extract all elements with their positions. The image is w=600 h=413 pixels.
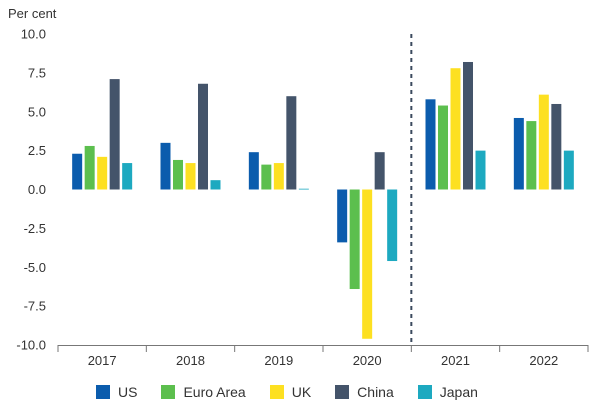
legend-swatch [417, 385, 432, 399]
legend-item-us: US [96, 384, 137, 400]
legend-label: US [118, 384, 138, 400]
bar-uk-2018 [185, 163, 196, 190]
bar-japan-2021 [475, 150, 486, 190]
legend-label: China [357, 384, 394, 400]
y-tick-label: 2.5 [28, 143, 46, 158]
y-tick-label: -5.0 [24, 260, 46, 275]
x-tick-label: 2017 [88, 353, 117, 368]
legend-swatch [161, 385, 176, 399]
bar-japan-2018 [210, 180, 221, 190]
unit-label: Per cent [8, 6, 57, 21]
x-tick-label: 2022 [529, 353, 558, 368]
y-tick-label: 0.0 [28, 182, 46, 197]
x-axis: 2017 2018 2019 2020 2021 2022 [57, 345, 589, 368]
bar-us-2017 [72, 153, 83, 190]
bar-china-2022 [551, 103, 562, 190]
bar-china-2017 [109, 79, 120, 190]
legend-swatch [269, 385, 284, 399]
bar-uk-2021 [450, 68, 461, 190]
bar-china-2018 [198, 83, 208, 190]
bar-euro-area-2019 [261, 164, 272, 190]
y-tick-label: 5.0 [28, 104, 46, 119]
bar-us-2018 [160, 142, 171, 190]
legend-label: Euro Area [183, 384, 246, 400]
legend-item-uk: UK [269, 384, 312, 400]
legend-swatch [335, 385, 350, 399]
bar-uk-2020 [362, 189, 373, 339]
bar-us-2019 [248, 152, 259, 190]
bar-china-2020 [374, 152, 385, 190]
legend-item-china: China [335, 384, 394, 400]
bar-us-2021 [425, 99, 436, 190]
bar-japan-2019 [298, 188, 309, 190]
bar-uk-2019 [273, 163, 284, 190]
bar-euro-area-2017 [84, 145, 95, 190]
y-tick-label: -2.5 [24, 221, 46, 236]
bar-euro-area-2018 [173, 159, 183, 190]
bar-china-2019 [286, 96, 297, 190]
legend-item-euro-area: Euro Area [161, 384, 246, 400]
legend-item-japan: Japan [417, 384, 478, 400]
bar-uk-2022 [538, 94, 549, 190]
bar-japan-2020 [387, 189, 398, 262]
bars [72, 61, 574, 339]
bar-euro-area-2021 [438, 105, 448, 190]
bar-us-2022 [513, 117, 524, 190]
y-tick-label: 7.5 [28, 65, 46, 80]
x-tick-label: 2020 [353, 353, 382, 368]
bar-uk-2017 [97, 156, 108, 190]
bar-euro-area-2020 [349, 189, 360, 290]
x-tick-label: 2021 [441, 353, 470, 368]
legend: US Euro Area UK China Japan [96, 384, 502, 400]
bar-japan-2017 [122, 163, 133, 190]
y-tick-label: -10.0 [16, 338, 46, 353]
bar-japan-2022 [563, 150, 574, 190]
bar-euro-area-2022 [526, 121, 537, 190]
legend-swatch [96, 385, 110, 399]
legend-label: UK [291, 384, 312, 400]
bar-china-2021 [463, 61, 473, 190]
y-axis: 10.0 7.5 5.0 2.5 0.0 -2.5 -5.0 -7.5 -10.0 [16, 27, 46, 353]
x-tick-label: 2018 [176, 353, 205, 368]
bar-us-2020 [337, 189, 348, 243]
y-tick-label: 10.0 [21, 27, 46, 42]
y-tick-label: -7.5 [24, 299, 46, 314]
legend-label: Japan [439, 384, 478, 400]
x-tick-label: 2019 [264, 353, 293, 368]
